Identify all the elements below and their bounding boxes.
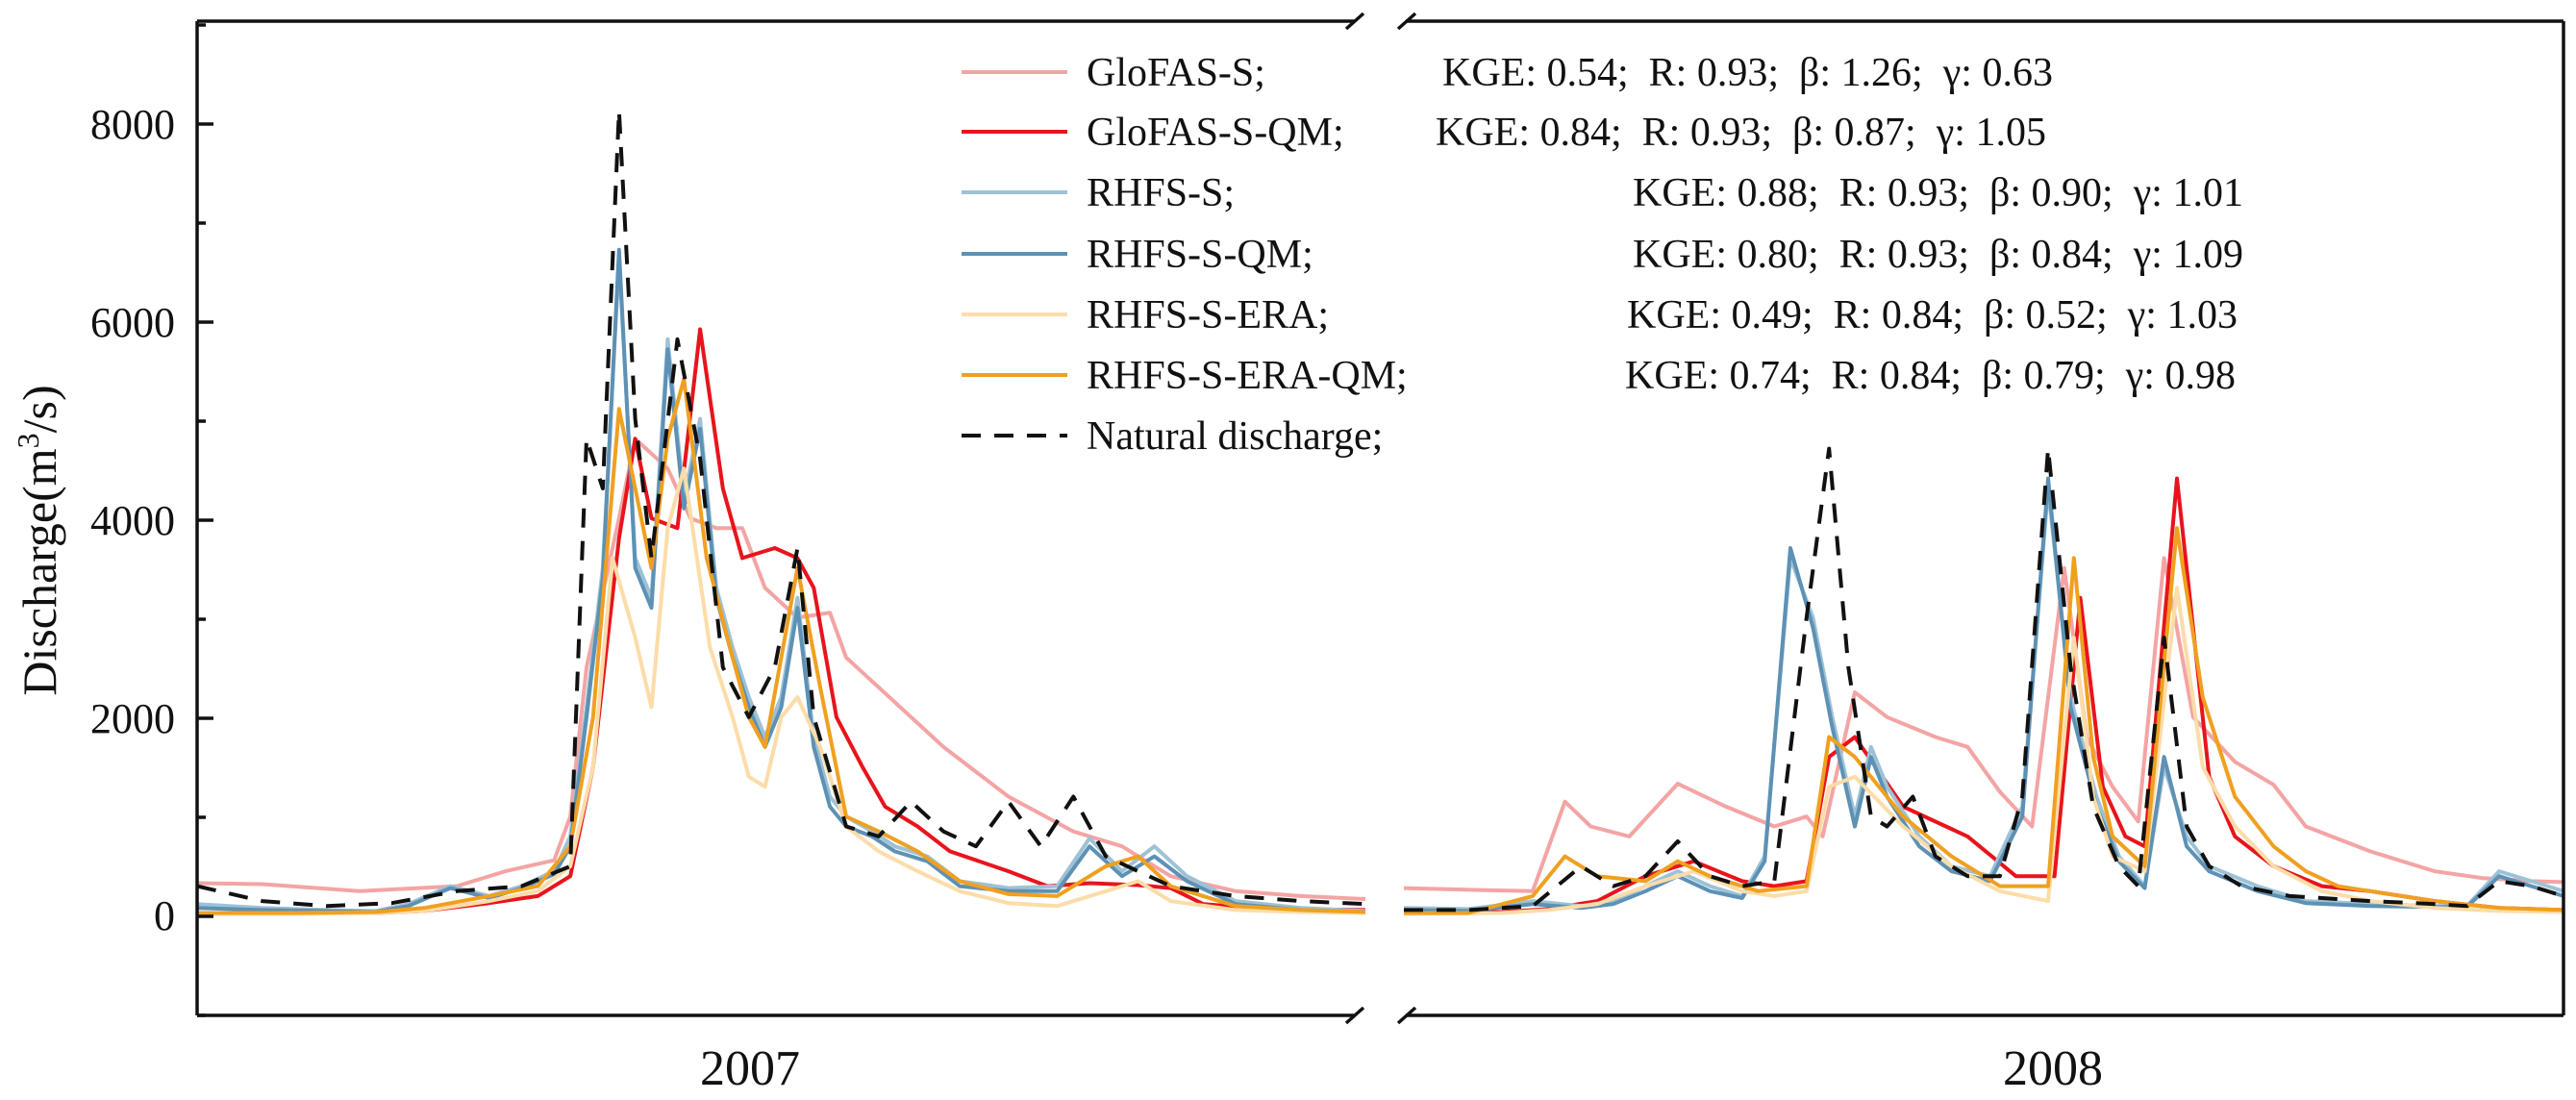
series-line-rhfs-s-era-qm-2007 (197, 377, 1366, 915)
legend-label: GloFAS-S-QM; (1087, 111, 1344, 155)
series-line-rhfs-s-era-qm-2008 (1404, 526, 2564, 915)
series-line-natural-discharge-2008 (1404, 446, 2564, 912)
y-axis-title-superscript: 3 (11, 433, 45, 448)
year-label-2007: 2007 (700, 1041, 800, 1096)
series-line-glofas-s-2008 (1403, 556, 2564, 893)
legend-label: RHFS-S; (1087, 171, 1235, 215)
break-mark-bottom-2 (1396, 1006, 1417, 1025)
legend-stats: KGE: 0.88; R: 0.93; β: 0.90; γ: 1.01 (1633, 171, 2243, 215)
legend-label: Natural discharge; (1087, 414, 1383, 459)
break-mark-top-1 (1344, 12, 1365, 31)
y-tick-label: 2000 (90, 695, 175, 742)
legend-stats: KGE: 0.74; R: 0.84; β: 0.79; γ: 0.98 (1625, 354, 2236, 398)
y-tick-label: 4000 (90, 497, 175, 544)
y-tick-label: 8000 (90, 101, 175, 148)
series-line-glofas-s-qm-2008 (1404, 476, 2564, 914)
series-line-rhfs-s-2008 (1403, 487, 2564, 912)
y-axis-title-tail: /s) (13, 385, 66, 433)
legend-stats: KGE: 0.80; R: 0.93; β: 0.84; γ: 1.09 (1633, 233, 2243, 277)
break-mark-bottom-1 (1344, 1006, 1365, 1025)
y-tick-labels: 0 2000 4000 6000 8000 (90, 101, 175, 939)
y-axis-title: Discharge(m3/s) (11, 385, 66, 695)
series-line-rhfs-s-era-2007 (197, 466, 1366, 916)
axis-break-marks (1344, 12, 1417, 1025)
legend-label: RHFS-S-ERA-QM; (1087, 354, 1408, 398)
legend-label: RHFS-S-ERA; (1087, 293, 1329, 338)
series-line-glofas-s-2007 (196, 437, 1366, 901)
legend: GloFAS-S; KGE: 0.54; R: 0.93; β: 1.26; γ… (962, 51, 2243, 459)
series-layer (196, 109, 2564, 916)
axes-frame (195, 19, 2565, 1017)
series-line-natural-discharge-2007 (196, 109, 1366, 909)
y-tick-label: 6000 (90, 299, 175, 346)
series-line-glofas-s-qm-2007 (196, 327, 1366, 916)
year-label-2008: 2008 (2003, 1041, 2103, 1096)
legend-stats: KGE: 0.49; R: 0.84; β: 0.52; γ: 1.03 (1627, 293, 2238, 338)
legend-stats: KGE: 0.84; R: 0.93; β: 0.87; γ: 1.05 (1436, 111, 2046, 155)
legend-stats: KGE: 0.54; R: 0.93; β: 1.26; γ: 0.63 (1442, 51, 2053, 95)
legend-label: RHFS-S-QM; (1087, 233, 1313, 277)
break-mark-top-2 (1396, 12, 1417, 31)
y-tick-label: 0 (154, 892, 175, 939)
series-line-rhfs-s-era-2008 (1403, 586, 2564, 916)
legend-label: GloFAS-S; (1087, 51, 1265, 95)
y-tick-marks (197, 23, 213, 1017)
y-axis-title-main: Discharge(m (13, 448, 66, 695)
